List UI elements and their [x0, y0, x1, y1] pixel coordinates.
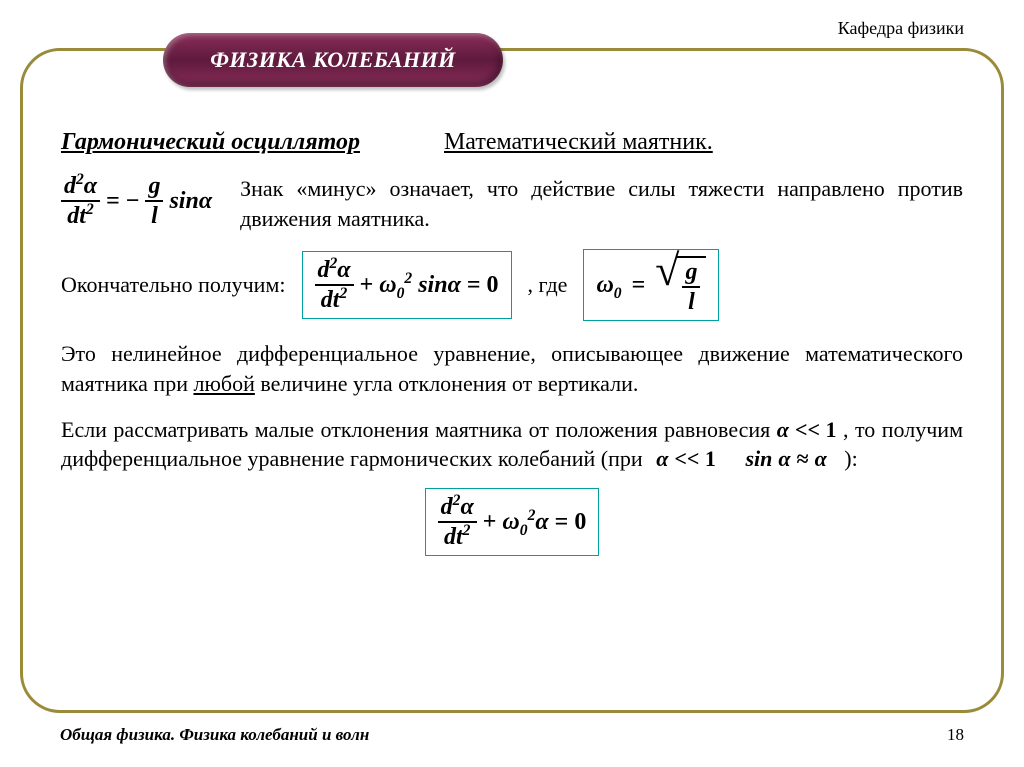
- p3b-underline: любой: [193, 371, 254, 396]
- subtitle-right: Математический маятник.: [444, 129, 713, 156]
- boxed-formula-omega0: ω0 = √ g l: [583, 249, 719, 321]
- slide-frame: ФИЗИКА КОЛЕБАНИЙ Гармонический осциллято…: [20, 48, 1004, 713]
- paragraph-1: Знак «минус» означает, что действие силы…: [240, 174, 963, 233]
- row-equation-2: Окончательно получим: d2α dt2 + ω02 sinα…: [61, 249, 963, 321]
- inline-sin-approx: sinα ≈ α: [745, 444, 826, 474]
- text-finally: Окончательно получим:: [61, 272, 286, 298]
- p4a: Если рассматривать малые отклонения маят…: [61, 417, 777, 442]
- p3c: величине угла отклонения от вертикали.: [255, 371, 639, 396]
- p4c: ):: [844, 446, 857, 471]
- formula-d2a-gl: d2α dt2 = − g l sinα: [61, 174, 212, 228]
- paragraph-small-angle: Если рассматривать малые отклонения маят…: [61, 415, 963, 474]
- paragraph-nonlinear: Это нелинейное дифференциальное уравнени…: [61, 339, 963, 398]
- subtitle-row: Гармонический осциллятор Математический …: [61, 129, 963, 156]
- boxed-formula-harmonic: d2α dt2 + ω02α = 0: [425, 488, 600, 556]
- inline-alpha-ll-2: α << 1: [656, 444, 716, 474]
- footer: Общая физика. Физика колебаний и волн 18: [60, 725, 964, 745]
- row-equation-1: d2α dt2 = − g l sinα Знак «минус» означа…: [61, 174, 963, 233]
- boxed-formula-nonlinear: d2α dt2 + ω02 sinα = 0: [302, 251, 512, 319]
- dept-label: Кафедра физики: [838, 18, 964, 39]
- text-where: , где: [528, 272, 568, 298]
- subtitle-left: Гармонический осциллятор: [61, 129, 360, 156]
- row-equation-3: d2α dt2 + ω02α = 0: [61, 488, 963, 556]
- page-number: 18: [947, 725, 964, 745]
- content-area: Гармонический осциллятор Математический …: [23, 51, 1001, 710]
- inline-alpha-ll-1: α << 1: [777, 415, 837, 445]
- footer-left: Общая физика. Физика колебаний и волн: [60, 725, 369, 745]
